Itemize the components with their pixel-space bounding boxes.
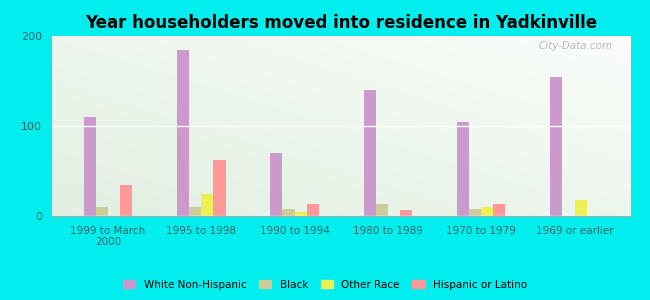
Bar: [294, 212, 307, 216]
Bar: [481, 207, 493, 216]
Bar: [376, 204, 388, 216]
Bar: [307, 204, 319, 216]
Bar: [493, 204, 506, 216]
Bar: [177, 50, 189, 216]
Bar: [84, 117, 96, 216]
Bar: [213, 160, 226, 216]
Legend: White Non-Hispanic, Black, Other Race, Hispanic or Latino: White Non-Hispanic, Black, Other Race, H…: [118, 274, 532, 295]
Bar: [457, 122, 469, 216]
Bar: [96, 207, 108, 216]
Bar: [469, 209, 481, 216]
Bar: [120, 184, 132, 216]
Bar: [283, 209, 294, 216]
Bar: [363, 90, 376, 216]
Bar: [575, 200, 587, 216]
Bar: [551, 76, 562, 216]
Text: City-Data.com: City-Data.com: [539, 41, 613, 51]
Bar: [400, 210, 412, 216]
Bar: [189, 207, 202, 216]
Bar: [202, 194, 213, 216]
Title: Year householders moved into residence in Yadkinville: Year householders moved into residence i…: [85, 14, 597, 32]
Bar: [270, 153, 283, 216]
